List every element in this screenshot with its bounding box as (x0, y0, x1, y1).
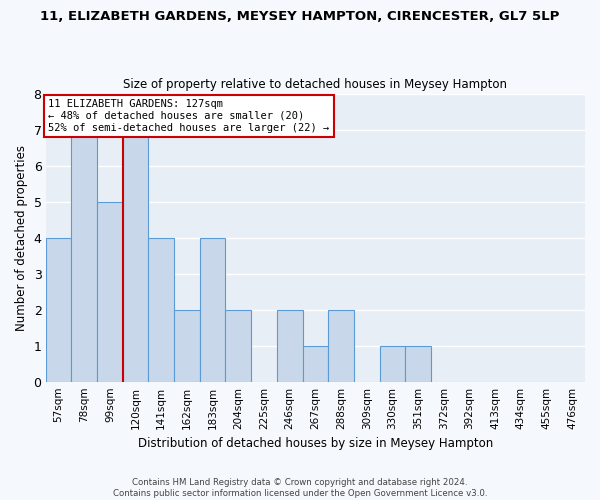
Text: 11, ELIZABETH GARDENS, MEYSEY HAMPTON, CIRENCESTER, GL7 5LP: 11, ELIZABETH GARDENS, MEYSEY HAMPTON, C… (40, 10, 560, 23)
Bar (226, 310, 251, 382)
Bar (71, 130, 97, 382)
Bar (123, 130, 148, 382)
Bar (200, 238, 226, 382)
Bar (380, 346, 405, 382)
Bar (148, 238, 174, 382)
Text: Contains HM Land Registry data © Crown copyright and database right 2024.
Contai: Contains HM Land Registry data © Crown c… (113, 478, 487, 498)
Text: 11 ELIZABETH GARDENS: 127sqm
← 48% of detached houses are smaller (20)
52% of se: 11 ELIZABETH GARDENS: 127sqm ← 48% of de… (49, 100, 329, 132)
Y-axis label: Number of detached properties: Number of detached properties (15, 145, 28, 331)
Bar (328, 310, 354, 382)
Bar (46, 238, 71, 382)
Bar (97, 202, 123, 382)
Bar (405, 346, 431, 382)
Bar (302, 346, 328, 382)
Bar (174, 310, 200, 382)
Bar (277, 310, 302, 382)
Title: Size of property relative to detached houses in Meysey Hampton: Size of property relative to detached ho… (124, 78, 508, 91)
X-axis label: Distribution of detached houses by size in Meysey Hampton: Distribution of detached houses by size … (138, 437, 493, 450)
